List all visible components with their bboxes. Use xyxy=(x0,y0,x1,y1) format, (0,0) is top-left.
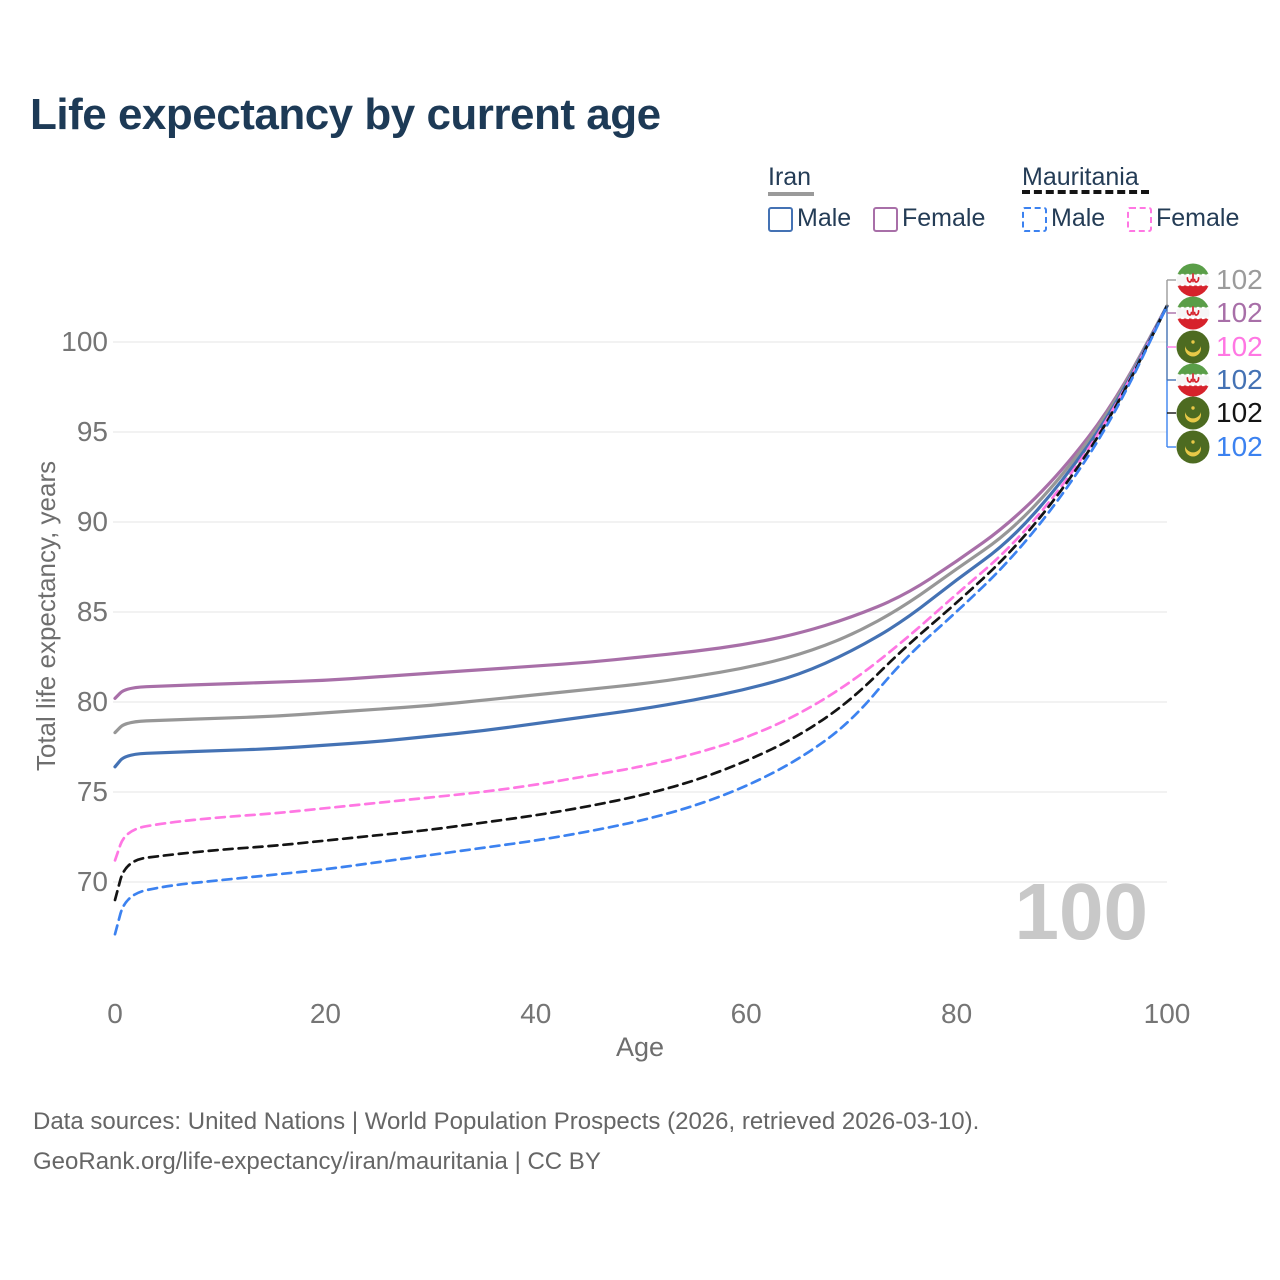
legend-label-mauritania-male[interactable]: Male xyxy=(1051,204,1106,232)
end-label-row-iran-male: 102 xyxy=(1176,363,1263,397)
x-tick-label-40: 40 xyxy=(520,998,552,1029)
series-line-mauritania-female xyxy=(113,304,1169,862)
footer-attribution: GeoRank.org/life-expectancy/iran/maurita… xyxy=(33,1148,601,1175)
series-line-iran-male xyxy=(113,304,1169,769)
series-line-iran-both xyxy=(113,304,1169,735)
y-tick-label-95: 95 xyxy=(76,416,108,447)
end-value-label: 102 xyxy=(1216,431,1263,462)
y-tick-label-85: 85 xyxy=(76,596,108,627)
end-label-row-iran-both: 102 xyxy=(1176,263,1263,297)
x-tick-label-60: 60 xyxy=(730,998,762,1029)
mauritania-flag-icon xyxy=(1176,430,1210,464)
iran-flag-icon xyxy=(1176,296,1210,330)
y-tick-label-90: 90 xyxy=(76,506,108,537)
end-label-row-mauritania-both: 102 xyxy=(1176,396,1263,430)
end-value-label: 102 xyxy=(1216,297,1263,328)
iran-flag-icon xyxy=(1176,263,1210,297)
page-title: Life expectancy by current age xyxy=(30,90,661,139)
iran-line-swatch xyxy=(768,192,814,196)
legend-swatch-mauritania-male[interactable] xyxy=(1022,207,1047,232)
end-value-label: 102 xyxy=(1216,397,1263,428)
legend-swatch-iran-male[interactable] xyxy=(768,207,793,232)
end-label-row-mauritania-male: 102 xyxy=(1176,430,1263,464)
x-tick-label-80: 80 xyxy=(941,998,973,1029)
legend-label-iran-female[interactable]: Female xyxy=(902,204,986,232)
end-label-row-mauritania-female: 102 xyxy=(1176,330,1263,364)
mauritania-flag-icon xyxy=(1176,330,1210,364)
series-line-mauritania-both xyxy=(113,304,1169,902)
legend-swatch-mauritania-female[interactable] xyxy=(1127,207,1152,232)
iran-flag-icon xyxy=(1176,363,1210,397)
x-tick-label-0: 0 xyxy=(107,998,123,1029)
end-label-row-iran-female: 102 xyxy=(1176,296,1263,330)
mauritania-line-swatch xyxy=(1022,190,1149,194)
y-tick-label-75: 75 xyxy=(76,776,108,807)
y-tick-label-100: 100 xyxy=(61,326,108,357)
age-frame-counter: 100 xyxy=(1014,867,1148,956)
y-tick-label-80: 80 xyxy=(76,686,108,717)
legend-swatch-iran-female[interactable] xyxy=(873,207,898,232)
x-tick-label-100: 100 xyxy=(1143,998,1191,1029)
end-value-label: 102 xyxy=(1216,264,1263,295)
end-value-label: 102 xyxy=(1216,331,1263,362)
y-tick-label-70: 70 xyxy=(76,866,108,897)
end-value-label: 102 xyxy=(1216,364,1263,395)
footer-sources: Data sources: United Nations | World Pop… xyxy=(33,1108,980,1135)
legend-label-mauritania-female[interactable]: Female xyxy=(1156,204,1240,232)
x-axis-title: Age xyxy=(615,1032,665,1062)
x-tick-label-20: 20 xyxy=(309,998,341,1029)
legend-country-iran: Iran xyxy=(768,163,812,191)
series-line-iran-female xyxy=(113,304,1169,700)
series-line-mauritania-male xyxy=(113,304,1169,936)
legend-label-iran-male[interactable]: Male xyxy=(797,204,852,232)
legend-country-mauritania: Mauritania xyxy=(1022,163,1139,191)
mauritania-flag-icon xyxy=(1176,396,1210,430)
